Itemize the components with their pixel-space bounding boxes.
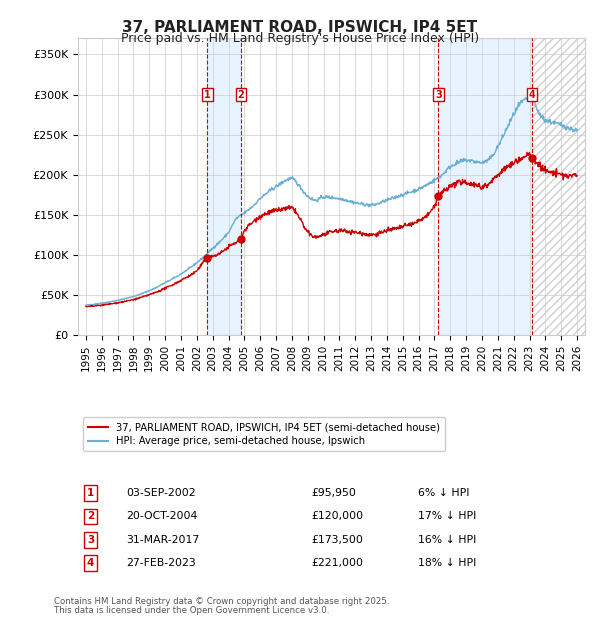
Bar — [438, 38, 532, 335]
Text: 6% ↓ HPI: 6% ↓ HPI — [418, 489, 469, 498]
Text: 20-OCT-2004: 20-OCT-2004 — [126, 512, 197, 521]
Text: 3: 3 — [435, 89, 442, 99]
Text: 2: 2 — [87, 512, 94, 521]
Text: 27-FEB-2023: 27-FEB-2023 — [126, 558, 196, 568]
Text: 2: 2 — [238, 89, 244, 99]
Text: £95,950: £95,950 — [311, 489, 356, 498]
Text: 1: 1 — [87, 489, 94, 498]
Text: This data is licensed under the Open Government Licence v3.0.: This data is licensed under the Open Gov… — [54, 606, 329, 615]
Text: 37, PARLIAMENT ROAD, IPSWICH, IP4 5ET: 37, PARLIAMENT ROAD, IPSWICH, IP4 5ET — [122, 20, 478, 35]
Text: 3: 3 — [87, 534, 94, 544]
Bar — [532, 38, 585, 335]
Text: £173,500: £173,500 — [311, 534, 363, 544]
Text: Contains HM Land Registry data © Crown copyright and database right 2025.: Contains HM Land Registry data © Crown c… — [54, 597, 389, 606]
Text: 17% ↓ HPI: 17% ↓ HPI — [418, 512, 476, 521]
Text: 4: 4 — [529, 89, 535, 99]
Text: Price paid vs. HM Land Registry's House Price Index (HPI): Price paid vs. HM Land Registry's House … — [121, 32, 479, 45]
Text: £221,000: £221,000 — [311, 558, 363, 568]
Text: 31-MAR-2017: 31-MAR-2017 — [126, 534, 199, 544]
Text: 1: 1 — [204, 89, 211, 99]
Bar — [532, 38, 585, 335]
Bar — [208, 38, 241, 335]
Text: £120,000: £120,000 — [311, 512, 364, 521]
Text: 03-SEP-2002: 03-SEP-2002 — [126, 489, 196, 498]
Text: 18% ↓ HPI: 18% ↓ HPI — [418, 558, 476, 568]
Legend: 37, PARLIAMENT ROAD, IPSWICH, IP4 5ET (semi-detached house), HPI: Average price,: 37, PARLIAMENT ROAD, IPSWICH, IP4 5ET (s… — [83, 417, 445, 451]
Text: 4: 4 — [87, 558, 94, 568]
Text: 16% ↓ HPI: 16% ↓ HPI — [418, 534, 476, 544]
